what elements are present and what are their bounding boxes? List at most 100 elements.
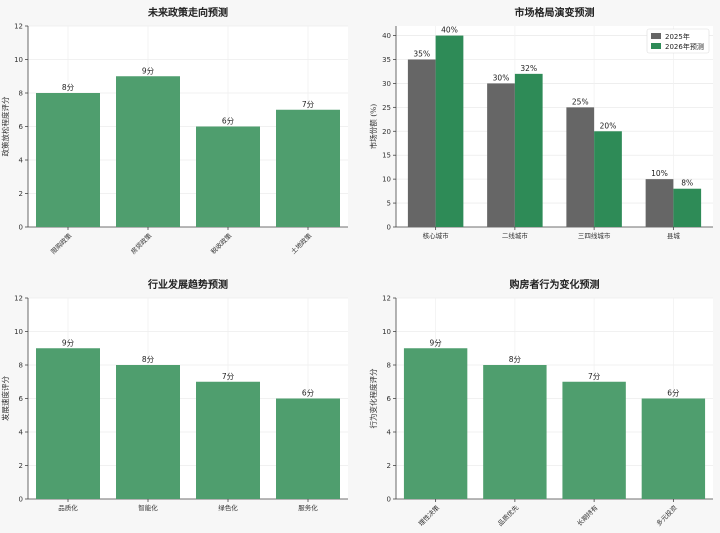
data-label: 40% — [441, 26, 458, 35]
bar-1 — [36, 348, 100, 499]
y-tick-label: 4 — [19, 429, 24, 437]
x-tick-label: 长期持有 — [575, 503, 600, 528]
x-tick-label: 品质优先 — [496, 503, 521, 528]
x-tick-label: 土地政策 — [289, 231, 314, 256]
x-tick-label: 二线城市 — [502, 231, 529, 240]
y-tick-label: 12 — [14, 295, 23, 303]
bar-1-3 — [566, 107, 595, 227]
x-tick-label: 税收政策 — [209, 231, 234, 256]
y-tick-label: 15 — [382, 152, 391, 160]
y-tick-label: 6 — [19, 123, 24, 131]
x-tick-label: 品质化 — [58, 503, 78, 512]
legend-swatch — [651, 33, 661, 39]
y-axis-label: 政策放松程度评分 — [0, 96, 10, 156]
bar-2-1 — [435, 35, 464, 228]
bar-2-4 — [673, 188, 702, 227]
bar-2 — [116, 76, 180, 227]
data-label: 7分 — [302, 100, 315, 109]
x-tick-label: 服务化 — [298, 503, 318, 512]
data-label: 7分 — [222, 372, 235, 381]
bar-2 — [116, 365, 180, 499]
bar-1-2 — [487, 83, 515, 227]
y-tick-label: 10 — [382, 176, 391, 184]
y-tick-label: 4 — [387, 429, 392, 437]
legend-box — [646, 28, 710, 54]
y-tick-label: 4 — [19, 157, 24, 165]
data-label: 25% — [572, 97, 589, 106]
y-tick-label: 10 — [14, 328, 23, 336]
bar-2-3 — [594, 131, 622, 227]
data-label: 9分 — [429, 338, 442, 347]
legend-swatch — [651, 43, 661, 49]
data-label: 30% — [493, 73, 510, 82]
bar-1-1 — [407, 59, 436, 227]
x-tick-label: 绿色化 — [218, 503, 238, 512]
bar-1 — [36, 93, 100, 227]
x-tick-label: 智能化 — [138, 503, 158, 512]
data-label: 20% — [600, 121, 617, 130]
data-label: 6分 — [667, 389, 680, 398]
y-tick-label: 8 — [387, 362, 391, 370]
bar-3 — [196, 381, 260, 499]
bar-4 — [276, 109, 340, 227]
bar-2 — [483, 365, 547, 499]
y-tick-label: 2 — [19, 190, 23, 198]
y-tick-label: 8 — [19, 90, 23, 98]
y-tick-label: 12 — [382, 295, 391, 303]
y-axis-label: 市场份额 (%) — [368, 104, 378, 149]
y-tick-label: 30 — [382, 80, 391, 88]
chart-title: 购房者行为变化预测 — [510, 278, 600, 291]
y-tick-label: 20 — [382, 128, 391, 136]
x-tick-label: 限购政策 — [49, 231, 74, 256]
y-tick-label: 0 — [387, 224, 391, 232]
y-tick-label: 0 — [387, 496, 391, 504]
legend-label: 2026年预测 — [665, 42, 704, 51]
y-tick-label: 12 — [14, 23, 23, 31]
y-tick-label: 35 — [382, 56, 391, 64]
y-tick-label: 2 — [387, 462, 391, 470]
data-label: 8分 — [62, 83, 75, 92]
bar-2-2 — [514, 73, 543, 227]
y-tick-label: 8 — [19, 362, 23, 370]
bar-3 — [196, 126, 260, 227]
y-tick-label: 5 — [387, 200, 391, 208]
y-tick-label: 2 — [19, 462, 23, 470]
x-tick-label: 三四线城市 — [578, 231, 611, 240]
bar-1 — [403, 348, 468, 499]
y-tick-label: 0 — [19, 224, 23, 232]
legend-label: 2025年 — [665, 32, 690, 41]
chart-title: 未来政策走向预测 — [147, 6, 228, 19]
bar-3 — [562, 381, 626, 499]
y-tick-label: 40 — [382, 32, 391, 40]
y-tick-label: 10 — [382, 328, 391, 336]
bar-4 — [641, 398, 706, 499]
x-tick-label: 多元投资 — [654, 503, 679, 528]
data-label: 35% — [413, 50, 430, 59]
y-axis-label: 发展速度评分 — [0, 376, 10, 421]
bar-4 — [276, 398, 340, 499]
data-label: 10% — [651, 169, 668, 178]
y-tick-label: 6 — [387, 395, 392, 403]
data-label: 6分 — [302, 389, 315, 398]
x-tick-label: 理性决策 — [416, 503, 441, 528]
data-label: 8分 — [509, 355, 522, 364]
data-label: 8% — [681, 179, 693, 188]
chart-title: 行业发展趋势预测 — [147, 278, 228, 291]
data-label: 9分 — [62, 338, 75, 347]
x-tick-label: 核心城市 — [423, 231, 450, 240]
y-tick-label: 25 — [382, 104, 391, 112]
y-axis-label: 行为变化程度评分 — [368, 368, 378, 428]
data-label: 32% — [520, 64, 537, 73]
y-tick-label: 10 — [14, 56, 23, 64]
data-label: 6分 — [222, 117, 235, 126]
data-label: 8分 — [142, 355, 155, 364]
y-tick-label: 6 — [19, 395, 24, 403]
x-tick-label: 房贷政策 — [129, 231, 154, 256]
